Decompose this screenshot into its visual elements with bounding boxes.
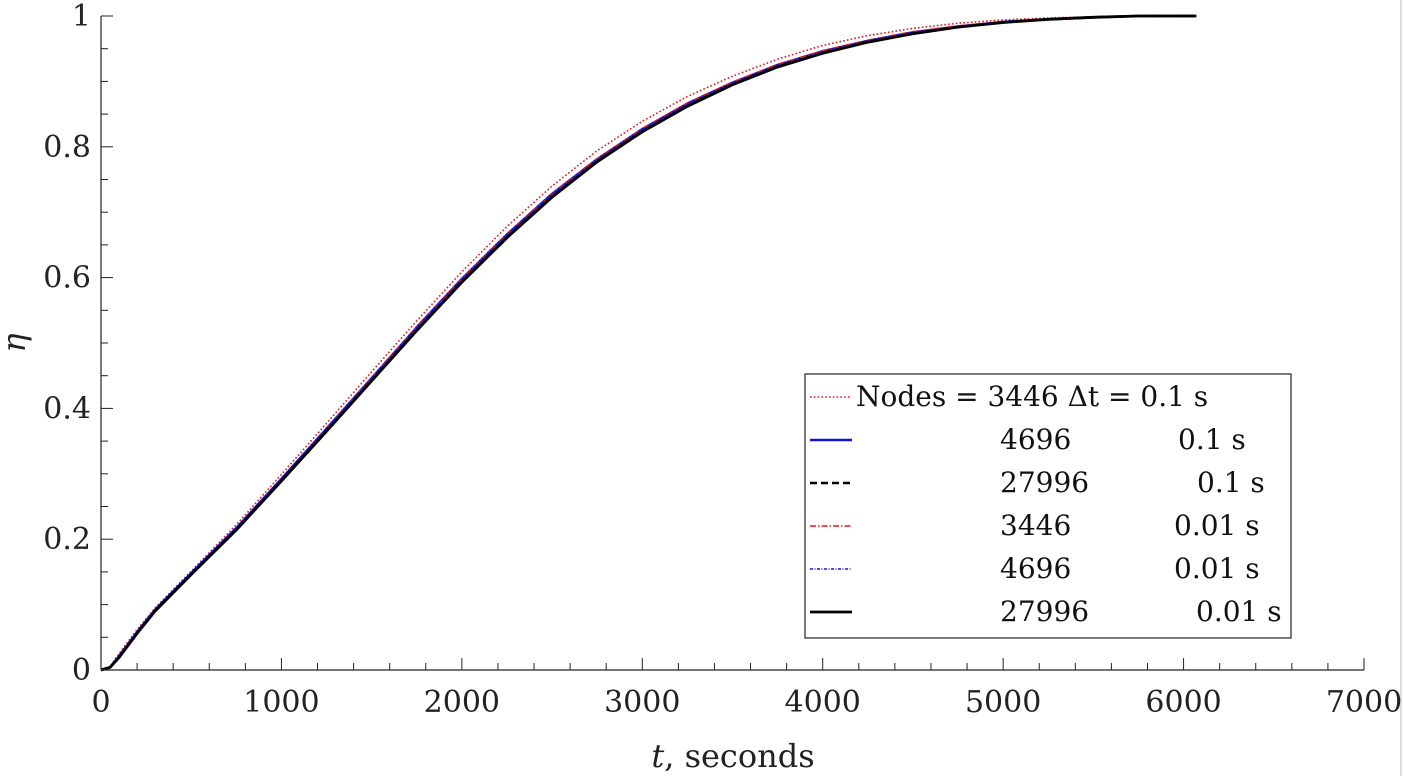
legend-dt-3: 0.01 s <box>1174 509 1260 542</box>
y-tick-label: 0.4 <box>43 391 91 426</box>
legend-nodes-5: 27996 <box>1000 595 1089 628</box>
legend-dt-4: 0.01 s <box>1174 552 1260 585</box>
x-tick-label: 6000 <box>1145 685 1221 720</box>
x-tick-label: 3000 <box>604 685 680 720</box>
x-tick-label: 1000 <box>243 685 319 720</box>
x-axis-label-variable: t <box>651 737 664 775</box>
x-axis-label-unit: , seconds <box>664 737 814 775</box>
legend-header: Nodes = 3446 Δt = 0.1 s <box>856 380 1208 413</box>
legend-dt-2: 0.1 s <box>1197 466 1265 499</box>
x-tick-label: 7000 <box>1326 685 1402 720</box>
y-tick-label: 0.6 <box>43 261 91 296</box>
y-tick-label: 0 <box>72 653 91 688</box>
legend-dt-5: 0.01 s <box>1196 595 1282 628</box>
series-line-5 <box>100 14 1197 672</box>
legend-nodes-3: 3446 <box>1000 509 1071 542</box>
legend: Nodes = 3446 Δt = 0.1 s 4696 0.1 s 27996… <box>804 373 1292 639</box>
y-tick-label: 1 <box>72 0 91 34</box>
series-line-0 <box>100 15 1197 671</box>
legend-nodes-4: 4696 <box>1000 552 1071 585</box>
tick-labels: 0 1000 2000 3000 4000 5000 6000 7000 0 0.2 0.4 0.6 0… <box>43 0 1402 720</box>
x-axis-label: t, seconds <box>651 737 814 775</box>
y-tick-label: 0.8 <box>43 130 91 165</box>
x-tick-label: 5000 <box>965 685 1041 720</box>
legend-nodes-1: 4696 <box>1000 423 1071 456</box>
legend-nodes-2: 27996 <box>1000 466 1089 499</box>
legend-dt-1: 0.1 s <box>1178 423 1246 456</box>
legend-box <box>804 373 1292 639</box>
x-tick-label: 4000 <box>785 685 861 720</box>
x-tick-label: 2000 <box>424 685 500 720</box>
axes <box>100 15 1365 671</box>
y-tick-label: 0.2 <box>43 522 91 557</box>
y-axis-label: η <box>0 333 33 352</box>
plot-area <box>100 14 1197 672</box>
x-tick-label: 0 <box>91 685 110 720</box>
